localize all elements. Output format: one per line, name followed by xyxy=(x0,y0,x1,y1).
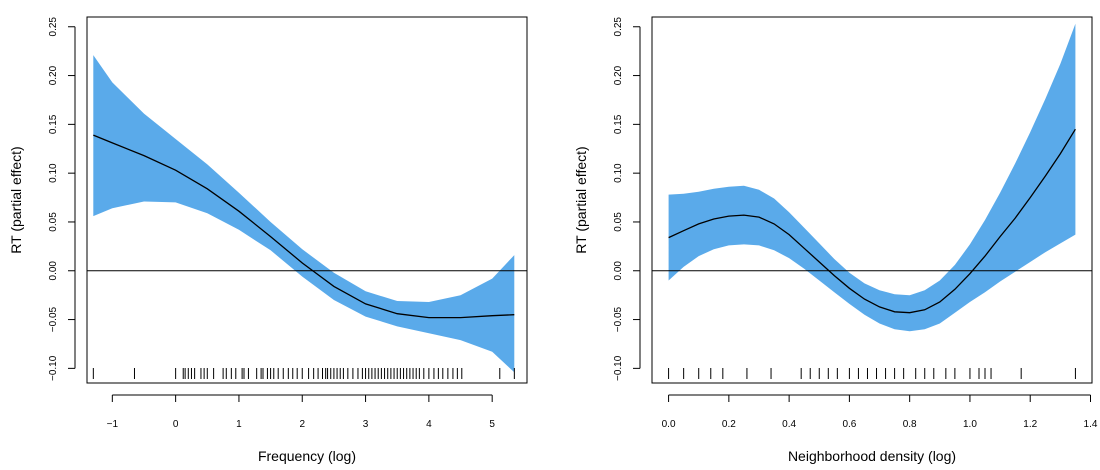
y-tick-label: −0.10 xyxy=(48,355,59,381)
x-tick-label: 0.4 xyxy=(782,419,796,430)
x-tick-label: 1.4 xyxy=(1084,419,1098,430)
y-tick-label: 0.15 xyxy=(613,114,624,134)
x-tick-label: 2 xyxy=(299,419,305,430)
y-tick-label: 0.10 xyxy=(48,163,59,183)
x-tick-label: 1.2 xyxy=(1023,419,1037,430)
x-tick-label: 0.8 xyxy=(903,419,917,430)
y-tick-label: 0.05 xyxy=(48,212,59,232)
y-tick-label: 0.10 xyxy=(613,163,624,183)
plot-frame xyxy=(86,16,528,384)
x-tick-label: 4 xyxy=(426,419,432,430)
x-tick-label: 0.2 xyxy=(722,419,736,430)
confidence-band xyxy=(668,23,1076,332)
y-tick-label: −0.05 xyxy=(613,306,624,332)
y-axis-title: RT (partial effect) xyxy=(573,146,589,253)
y-tick-label: 0.25 xyxy=(48,17,59,37)
y-tick-label: 0.25 xyxy=(613,17,624,37)
y-tick-label: 0.00 xyxy=(48,261,59,281)
x-axis-title: Neighborhood density (log) xyxy=(788,448,956,464)
y-tick-label: −0.05 xyxy=(48,306,59,332)
x-tick-label: 0.0 xyxy=(662,419,676,430)
y-tick-label: −0.10 xyxy=(613,355,624,381)
panel-1: −1 0 1 2 3 4 5 −0.10 −0.05 0.00 0.05 0.10 0.15 0.20 0.… xyxy=(8,16,528,464)
x-tick-label: 0.6 xyxy=(842,419,856,430)
x-tick-label: 1.0 xyxy=(963,419,977,430)
x-tick-label: 1 xyxy=(236,419,242,430)
x-tick-label: 0 xyxy=(173,419,179,430)
plot-frame xyxy=(651,16,1093,384)
y-tick-label: 0.00 xyxy=(613,261,624,281)
y-tick-label: 0.05 xyxy=(613,212,624,232)
x-tick-label: 3 xyxy=(363,419,369,430)
x-tick-label: 5 xyxy=(489,419,495,430)
y-tick-label: 0.20 xyxy=(613,65,624,85)
y-axis-title: RT (partial effect) xyxy=(8,146,24,253)
panel-2: 0.0 0.2 0.4 0.6 0.8 1.0 1.2 1.4 −0.10 −0.05 0.00 0.… xyxy=(573,16,1098,464)
confidence-band xyxy=(93,55,515,373)
fitted-curve xyxy=(668,128,1076,314)
y-tick-label: 0.20 xyxy=(48,65,59,85)
y-tick-label: 0.15 xyxy=(48,114,59,134)
x-tick-label: −1 xyxy=(107,419,119,430)
x-axis-title: Frequency (log) xyxy=(258,448,356,464)
fitted-curve xyxy=(93,134,515,319)
